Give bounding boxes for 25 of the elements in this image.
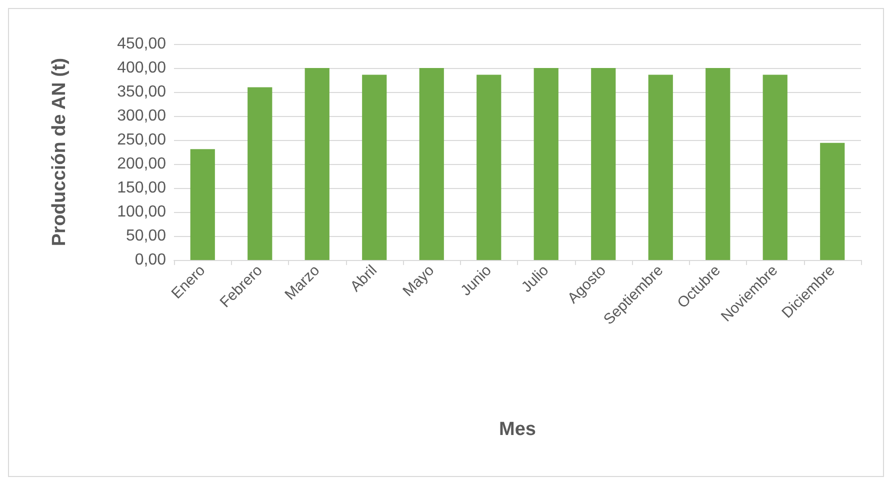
bar — [762, 74, 788, 260]
y-tick-label: 350,00 — [117, 84, 166, 100]
bar — [591, 68, 616, 260]
y-axis-title: Producción de AN (t) — [49, 58, 70, 246]
bar — [648, 74, 673, 260]
y-tick-label: 150,00 — [117, 180, 166, 196]
bar — [476, 74, 502, 260]
y-tick-label: 50,00 — [126, 228, 166, 244]
bar — [248, 87, 272, 260]
y-tick-label: 400,00 — [117, 60, 166, 76]
y-tick-label: 450,00 — [117, 36, 166, 52]
bar — [820, 142, 845, 260]
y-tick-label: 250,00 — [117, 132, 166, 148]
bar — [419, 68, 444, 260]
x-tick-label: Julio — [518, 262, 552, 296]
bar — [534, 68, 558, 260]
bar — [362, 74, 387, 260]
y-tick-label: 200,00 — [117, 156, 166, 172]
y-tick-label: 300,00 — [117, 108, 166, 124]
x-axis-title: Mes — [499, 419, 536, 440]
bar — [304, 68, 330, 260]
bar — [706, 68, 730, 260]
bar — [190, 149, 215, 260]
y-tick-label: 0,00 — [134, 252, 166, 268]
y-tick-label: 100,00 — [117, 204, 166, 220]
